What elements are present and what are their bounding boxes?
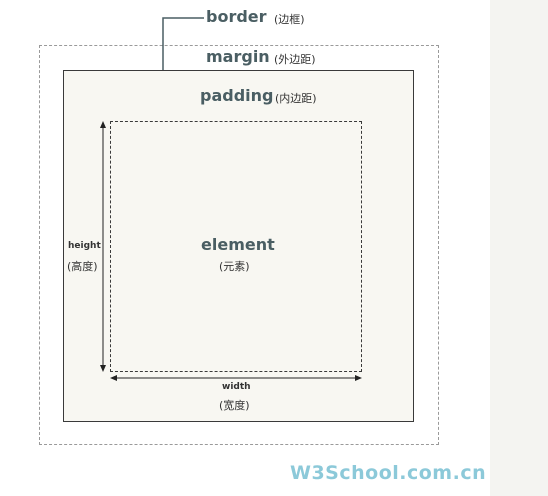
w3school-watermark: W3School.com.cn: [290, 462, 487, 484]
padding-label: padding: [200, 86, 274, 105]
element-label: element: [201, 235, 275, 254]
height-arrow-head-top: [100, 121, 106, 128]
side-strip: [490, 0, 548, 496]
width-arrow-head-left: [110, 375, 117, 381]
height-label-cn: (高度): [67, 260, 98, 273]
border-area: [63, 70, 414, 422]
height-arrow-head-bottom: [100, 365, 106, 372]
height-label: height: [68, 241, 101, 251]
width-label-cn: (宽度): [219, 399, 250, 412]
box-model-diagram: border (边框) margin (外边距) padding (内边距) e…: [39, 7, 487, 484]
width-arrow-head-right: [355, 375, 362, 381]
element-label-cn: (元素): [219, 260, 250, 273]
border-label-cn: (边框): [274, 13, 305, 26]
border-callout-line: [162, 17, 204, 70]
width-label: width: [222, 382, 251, 392]
padding-label-cn: (内边距): [275, 92, 317, 105]
content-area: [110, 121, 362, 372]
margin-label: margin: [206, 47, 270, 66]
diagram-lines: [100, 17, 362, 381]
border-label: border: [206, 7, 267, 26]
margin-area: [39, 45, 439, 445]
margin-label-cn: (外边距): [274, 53, 316, 66]
